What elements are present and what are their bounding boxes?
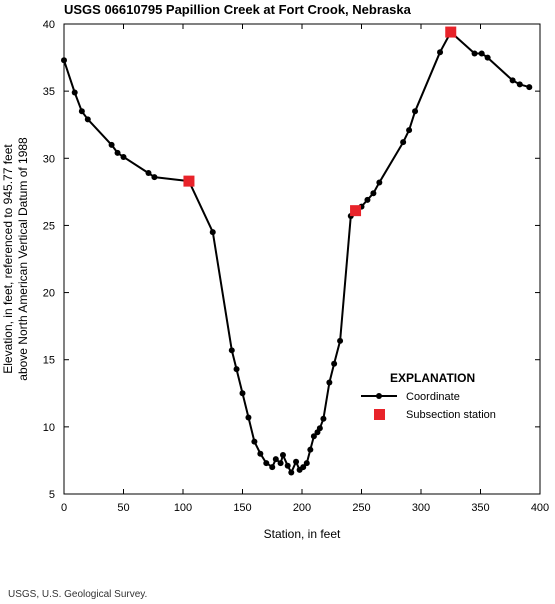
coordinate-point [209, 229, 216, 236]
coordinate-point [300, 464, 307, 471]
coordinate-point [364, 196, 371, 203]
coordinate-point [120, 153, 127, 160]
subsection-station-marker [350, 205, 362, 217]
x-tick-label: 0 [61, 502, 67, 514]
coordinate-point [71, 89, 78, 96]
coordinate-point [151, 174, 158, 181]
subsection-station-marker [183, 175, 195, 187]
coordinate-point [228, 347, 235, 354]
y-tick-label: 5 [49, 489, 55, 501]
coordinate-point [331, 360, 338, 367]
coordinate-line [63, 31, 530, 474]
coordinate-point [471, 50, 478, 57]
coordinate-point [239, 390, 246, 397]
coordinate-point [263, 460, 270, 467]
coordinate-point [78, 108, 85, 115]
plot-frame [63, 23, 541, 495]
x-tick-label: 400 [531, 502, 549, 514]
coordinate-point [412, 108, 419, 115]
x-tick-label: 100 [174, 502, 192, 514]
data-series [61, 26, 533, 476]
coordinate-point [284, 462, 291, 469]
y-tick-label: 30 [43, 153, 55, 165]
coordinate-point [320, 415, 327, 422]
coordinate-point [251, 438, 258, 445]
coordinate-point [288, 469, 295, 476]
coordinate-point [269, 464, 276, 471]
chart-title: USGS 06610795 Papillion Creek at Fort Cr… [64, 2, 412, 17]
coordinate-point [509, 77, 516, 84]
legend-entry-coordinate: Coordinate [406, 391, 460, 403]
y-axis-label-line2: above North American Vertical Datum of 1… [16, 137, 30, 381]
coordinate-point [303, 460, 310, 467]
x-tick-label: 200 [293, 502, 311, 514]
legend-square-swatch [374, 409, 385, 420]
x-tick-label: 350 [471, 502, 489, 514]
coordinate-point [272, 456, 279, 463]
coordinate-point [233, 366, 240, 373]
y-tick-label: 15 [43, 355, 55, 367]
coordinate-point [516, 81, 523, 88]
coordinate-point [316, 425, 323, 432]
y-tick-label: 40 [43, 19, 55, 31]
y-tick-label: 25 [43, 220, 55, 232]
legend-point-swatch [376, 393, 382, 399]
coordinate-point [370, 190, 377, 197]
coordinate-point [526, 84, 533, 91]
legend-entry-subsection: Subsection station [406, 409, 496, 421]
legend: EXPLANATION Coordinate Subsection statio… [361, 371, 496, 421]
axis-ticks: 0 50 100 150 200 250 300 350 400 5 10 15 20 25 30 35 40 [43, 19, 549, 514]
y-tick-label: 35 [43, 86, 55, 98]
coordinate-point [478, 50, 485, 57]
footer-note: USGS, U.S. Geological Survey. [8, 589, 148, 600]
coordinate-point [108, 141, 115, 148]
coordinate-point [326, 379, 333, 386]
y-tick-label: 10 [43, 422, 55, 434]
coordinate-point [245, 414, 252, 421]
coordinate-point [293, 458, 300, 465]
x-axis-label: Station, in feet [264, 527, 341, 541]
x-tick-label: 150 [233, 502, 251, 514]
coordinate-point [279, 452, 286, 459]
coordinate-point [484, 54, 491, 61]
coordinate-point [61, 57, 67, 64]
y-axis-label: Elevation, in feet, referenced to 945.77… [1, 137, 30, 381]
coordinate-point [277, 460, 284, 467]
coordinate-point [307, 446, 314, 453]
coordinate-point [437, 49, 444, 56]
x-tick-label: 50 [117, 502, 129, 514]
y-tick-label: 20 [43, 288, 55, 300]
subsection-station-marker [445, 26, 457, 38]
coordinate-point [310, 433, 317, 440]
x-tick-label: 300 [412, 502, 430, 514]
coordinate-point [145, 170, 152, 177]
coordinate-point [84, 116, 91, 123]
coordinate-point [406, 127, 413, 134]
coordinate-point [400, 139, 407, 146]
coordinate-point [257, 450, 264, 457]
coordinate-point [337, 337, 344, 344]
y-axis-label-line1: Elevation, in feet, referenced to 945.77… [1, 144, 15, 374]
x-tick-label: 250 [352, 502, 370, 514]
legend-title: EXPLANATION [390, 371, 475, 385]
coordinate-point [114, 149, 121, 156]
coordinate-point [376, 179, 383, 186]
